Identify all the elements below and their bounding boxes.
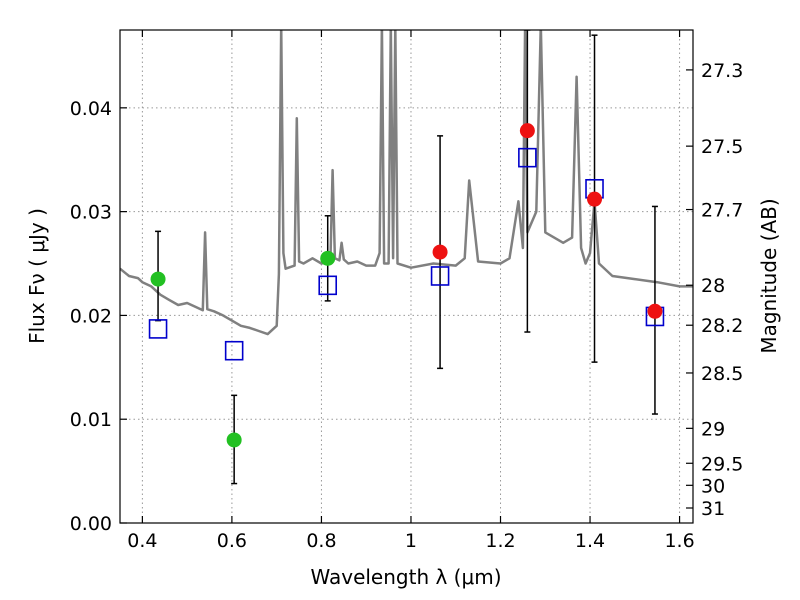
axis-ticks xyxy=(120,30,693,524)
mag-tick-label: 28 xyxy=(701,275,725,297)
plot-area xyxy=(120,30,693,485)
model-box-point xyxy=(518,147,537,168)
x-tick-label: 1 xyxy=(405,530,417,552)
tick-labels: 0.4 0.6 0.8 1 1.2 1.4 1.6 0.00 0.01 0.02 0.03 0.04 2… xyxy=(70,60,744,552)
model-box-point xyxy=(430,266,450,286)
mag-tick-label: 31 xyxy=(701,498,725,520)
spectrum-line xyxy=(120,30,693,336)
mag-tick-label: 27.3 xyxy=(701,60,743,82)
mag-tick-label: 27.7 xyxy=(701,200,743,222)
y-tick-label: 0.02 xyxy=(70,305,112,327)
grid-lines xyxy=(120,30,693,524)
y-tick-label: 0.01 xyxy=(70,409,112,431)
mag-tick-label: 29.5 xyxy=(701,453,743,475)
model-box-point xyxy=(224,340,244,361)
red-data-point xyxy=(432,244,448,260)
mag-tick-label: 29 xyxy=(701,418,725,440)
model-box-point xyxy=(148,319,168,339)
x-tick-label: 1.2 xyxy=(485,530,515,552)
y-axis-label: Flux Fν ( μJy ) xyxy=(25,208,49,344)
red-data-point xyxy=(587,191,603,207)
y-tick-label: 0.04 xyxy=(70,98,112,120)
plot-frame xyxy=(119,29,694,524)
mag-tick-label: 30 xyxy=(701,475,725,497)
x-tick-label: 0.8 xyxy=(306,530,336,552)
x-tick-label: 0.4 xyxy=(127,530,157,552)
y-axis-right-label: Magnitude (AB) xyxy=(757,198,781,353)
mag-tick-label: 27.5 xyxy=(701,136,743,158)
y-tick-label: 0.00 xyxy=(70,513,112,535)
mag-tick-label: 28.2 xyxy=(701,315,743,337)
model-box-point xyxy=(318,275,338,296)
x-tick-label: 1.6 xyxy=(664,530,694,552)
y-tick-label: 0.03 xyxy=(70,202,112,224)
mag-tick-label: 28.5 xyxy=(701,363,743,385)
green-data-point xyxy=(320,250,336,266)
x-tick-label: 0.6 xyxy=(217,530,247,552)
green-data-point xyxy=(150,271,166,287)
red-data-point xyxy=(519,123,535,139)
red-data-point xyxy=(647,303,663,319)
x-tick-label: 1.4 xyxy=(575,530,605,552)
green-data-point xyxy=(226,432,242,448)
x-axis-label: Wavelength λ (μm) xyxy=(310,565,501,589)
